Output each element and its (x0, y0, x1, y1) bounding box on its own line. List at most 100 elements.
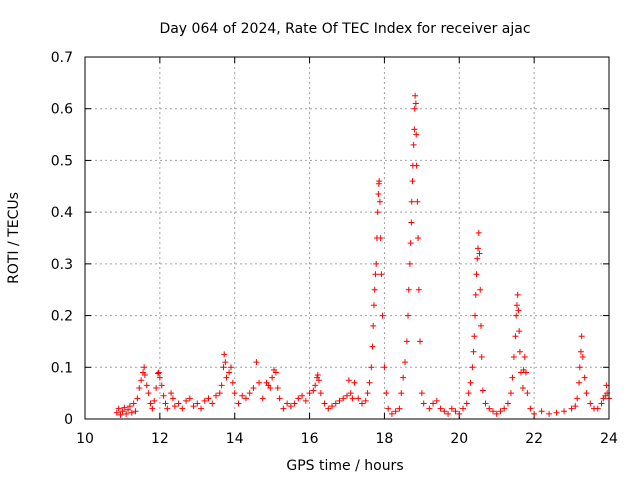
data-point (299, 392, 306, 399)
data-point (415, 235, 422, 241)
data-point (473, 271, 480, 278)
data-point (302, 397, 309, 404)
data-point (125, 406, 132, 413)
data-point (377, 235, 384, 241)
data-point (476, 250, 483, 257)
data-point (155, 369, 162, 376)
data-point (470, 348, 477, 355)
data-point (332, 400, 339, 407)
data-point (368, 364, 375, 371)
y-tick-label: 0 (64, 412, 73, 428)
data-point (412, 92, 419, 99)
data-point (418, 390, 425, 397)
data-point (117, 411, 124, 418)
data-point (479, 387, 486, 394)
data-point (141, 364, 148, 371)
data-point (603, 382, 610, 389)
data-point (358, 400, 365, 407)
data-point (521, 353, 528, 360)
data-point (119, 408, 126, 415)
data-point (154, 370, 161, 377)
data-point (355, 395, 362, 402)
data-point (581, 374, 588, 381)
data-point (587, 400, 594, 407)
data-point (578, 333, 585, 340)
data-point (561, 408, 568, 415)
data-point (376, 198, 383, 205)
data-point (477, 286, 484, 293)
data-point (405, 312, 412, 319)
data-point (512, 333, 519, 340)
data-point (216, 390, 223, 397)
data-point (594, 405, 601, 412)
data-point (504, 400, 511, 407)
x-tick-label: 12 (151, 431, 169, 447)
data-point (160, 392, 167, 399)
data-point (465, 390, 472, 397)
data-point (229, 379, 236, 386)
data-point (477, 322, 484, 329)
data-point (186, 395, 193, 402)
data-point (242, 395, 249, 402)
data-point (472, 312, 479, 319)
data-point (408, 219, 415, 226)
data-point (222, 359, 229, 366)
data-point (433, 397, 440, 404)
data-point (306, 390, 313, 397)
grid-lines (85, 57, 609, 419)
y-tick-label: 0.1 (51, 360, 73, 376)
data-point (227, 364, 234, 371)
data-point (400, 374, 407, 381)
data-point (516, 328, 523, 335)
data-point (250, 384, 257, 391)
data-point (198, 405, 205, 412)
data-point (256, 379, 263, 386)
data-point (406, 260, 413, 267)
data-point (291, 400, 298, 407)
data-point (409, 178, 416, 185)
data-point (371, 286, 378, 293)
data-point (231, 390, 238, 397)
data-point (463, 400, 470, 407)
data-point (153, 384, 160, 391)
data-point (128, 409, 135, 416)
data-point (315, 377, 322, 384)
data-point (345, 377, 352, 384)
data-point (572, 403, 579, 410)
y-tick-label: 0.3 (51, 257, 73, 273)
data-point (385, 405, 392, 412)
data-point (287, 403, 294, 410)
data-point (115, 405, 122, 412)
data-point (410, 141, 417, 148)
data-point (213, 392, 219, 399)
data-point (416, 338, 423, 345)
data-point (398, 390, 405, 397)
data-point (452, 408, 459, 415)
data-point (149, 405, 156, 412)
data-point (577, 348, 584, 355)
data-point (276, 395, 283, 402)
data-point (209, 400, 216, 407)
data-point (364, 390, 371, 397)
data-point (403, 338, 410, 345)
data-point (272, 369, 279, 376)
data-point (497, 408, 504, 415)
plot-frame (84, 56, 610, 420)
data-point (546, 410, 553, 417)
data-point (223, 374, 230, 381)
data-point (370, 302, 377, 309)
data-point (475, 229, 482, 236)
data-point (156, 374, 163, 381)
data-point (369, 343, 376, 350)
data-point (151, 397, 158, 404)
data-point (516, 348, 523, 355)
x-axis-label: GPS time / hours (286, 458, 403, 474)
data-point (158, 382, 165, 389)
x-tick-label: 16 (301, 431, 319, 447)
data-point (460, 405, 467, 412)
data-point (147, 400, 154, 407)
data-point (430, 400, 437, 407)
data-point (314, 372, 321, 379)
data-point (201, 397, 208, 404)
data-points (113, 92, 612, 418)
